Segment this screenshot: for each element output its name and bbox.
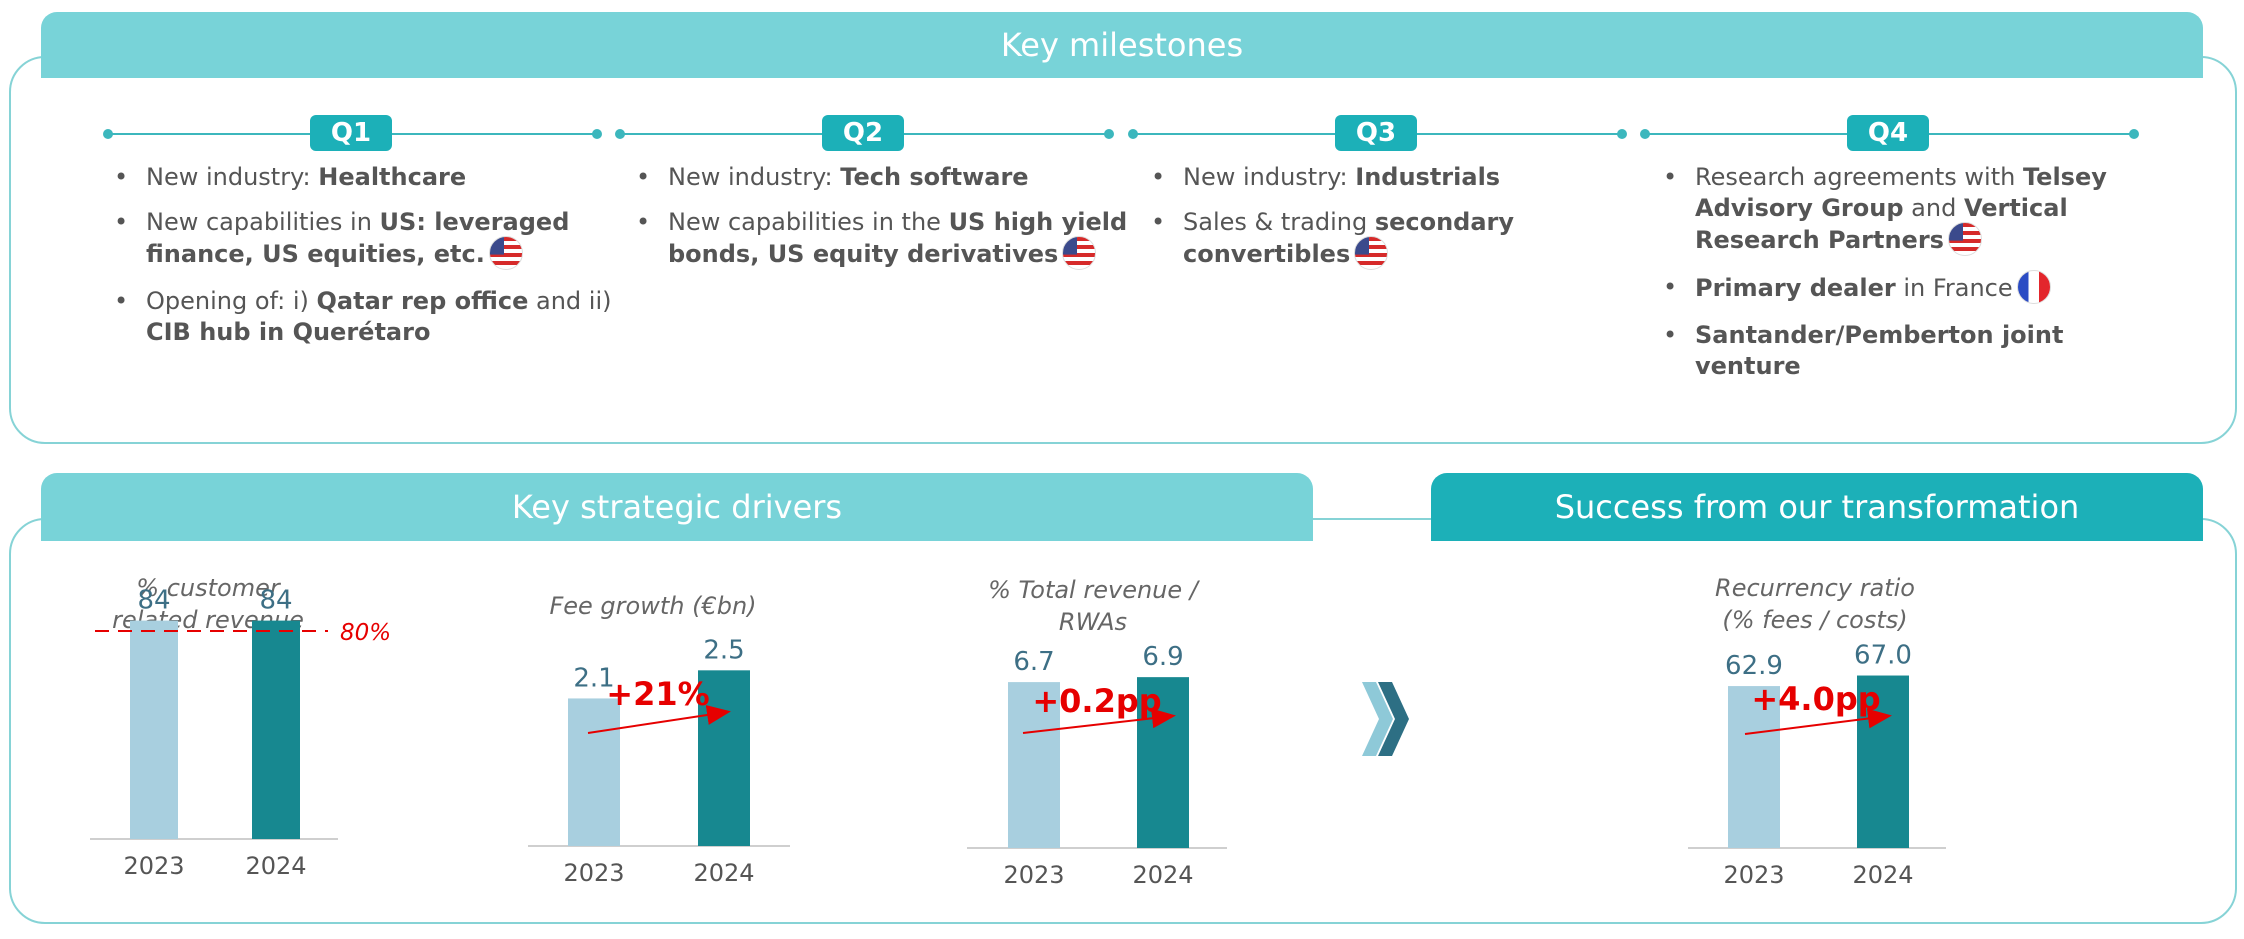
milestone-item: New capabilities in the US high yield bo… (636, 207, 1138, 272)
success-title: Success from our transformation (1554, 488, 2080, 526)
milestones-title: Key milestones (1000, 26, 1244, 64)
us-flag-icon (1947, 222, 1982, 256)
milestone-item: New industry: Healthcare (114, 162, 636, 193)
success-header: Success from our transformation (1431, 473, 2203, 541)
q2-list: New industry: Tech software New capabilit… (634, 162, 1138, 286)
us-flag-icon (1354, 236, 1389, 270)
q4-badge: Q4 (1847, 115, 1929, 151)
milestone-item: Opening of: i) Qatar rep office and ii) … (114, 286, 636, 348)
drivers-panel (9, 518, 2237, 924)
milestone-item: New industry: Tech software (636, 162, 1138, 193)
us-flag-icon (1062, 236, 1097, 270)
milestones-header: Key milestones (41, 12, 2203, 78)
drivers-title: Key strategic drivers (511, 488, 843, 526)
milestone-item: Sales & trading secondary convertibles (1151, 207, 1563, 272)
milestone-item: Research agreements with Telsey Advisory… (1663, 162, 2175, 258)
milestone-item: Primary dealer in France (1663, 270, 2175, 306)
q1-list: New industry: Healthcare New capabilities… (112, 162, 636, 362)
q3-list: New industry: Industrials Sales & trading… (1149, 162, 1563, 286)
header-connector (1313, 518, 1431, 520)
milestone-item: Santander/Pemberton joint venture (1663, 320, 2175, 382)
q4-list: Research agreements with Telsey Advisory… (1661, 162, 2175, 396)
q3-badge: Q3 (1335, 115, 1417, 151)
q2-badge: Q2 (822, 115, 904, 151)
milestone-item: New capabilities in US: leveraged financ… (114, 207, 636, 272)
us-flag-icon (488, 236, 523, 270)
q1-badge: Q1 (310, 115, 392, 151)
drivers-header: Key strategic drivers (41, 473, 1313, 541)
milestone-item: New industry: Industrials (1151, 162, 1563, 193)
france-flag-icon (2016, 270, 2051, 304)
